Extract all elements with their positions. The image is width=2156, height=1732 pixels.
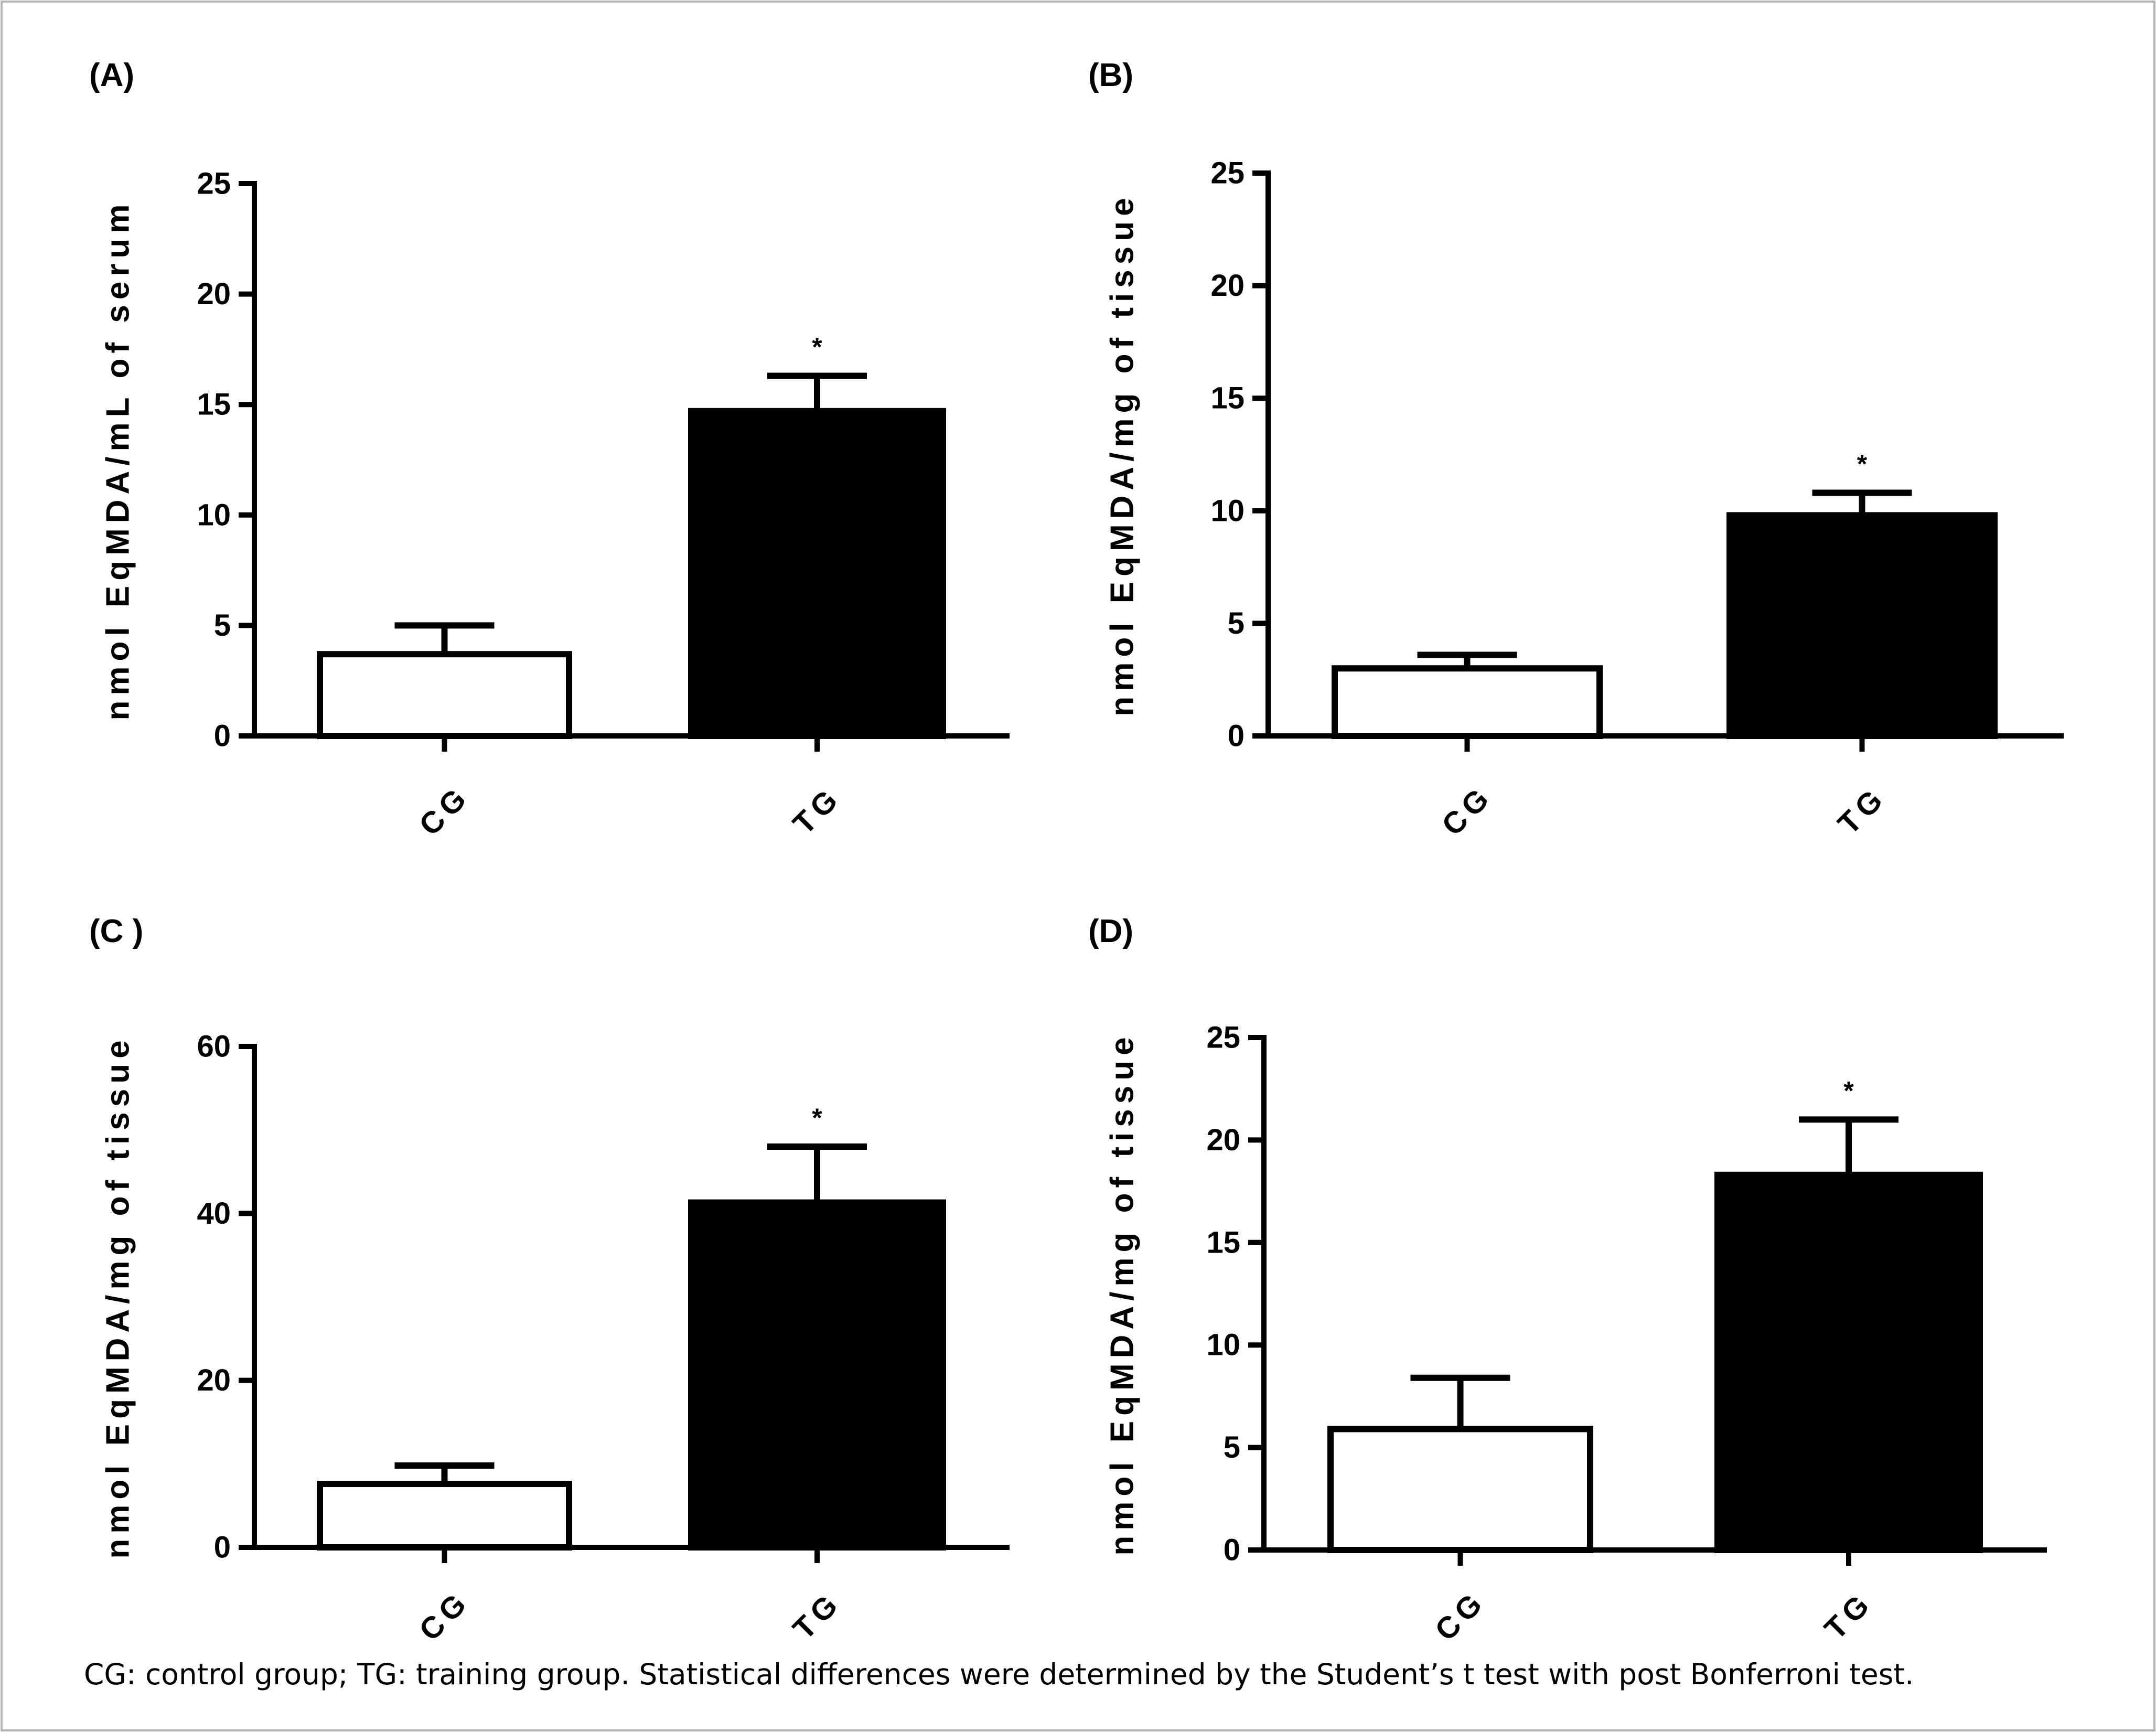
significance-marker: * (1857, 449, 1868, 478)
bar-cg (1332, 665, 1603, 739)
x-tick-label: TG (786, 1585, 848, 1646)
bar-tg (688, 408, 946, 739)
y-tick-label: 15 (197, 388, 231, 422)
x-tick-label: TG (1831, 779, 1893, 841)
y-axis-title: nmol EqMDA/mg of tissue (100, 1035, 136, 1558)
panel-label: (B) (1088, 57, 1133, 93)
y-tick-label: 20 (197, 1363, 231, 1397)
chart-panel-a: (A) 0 5 10 15 20 25 nmol EqMDA/mL of serum CG TG * (89, 57, 1010, 842)
y-tick-label: 25 (1210, 156, 1245, 190)
figure-caption: CG: control group; TG: training group. S… (84, 1658, 1914, 1691)
y-tick-label: 15 (1206, 1225, 1240, 1259)
y-tick-label: 60 (197, 1030, 231, 1064)
y-tick-label: 20 (1206, 1123, 1240, 1157)
y-tick-label: 0 (1224, 1533, 1240, 1567)
bar-cg (317, 1481, 572, 1551)
panels: (A) 0 5 10 15 20 25 nmol EqMDA/mL of serum CG TG *… (89, 57, 2064, 1648)
x-tick-label: TG (1818, 1585, 1879, 1646)
bar-cg (317, 651, 572, 739)
x-tick-label: CG (413, 1584, 477, 1648)
significance-marker: * (812, 1103, 822, 1132)
panel-label: (D) (1088, 913, 1133, 949)
y-tick-label: 0 (214, 1531, 231, 1565)
y-tick-label: 5 (214, 608, 231, 643)
y-tick-label: 20 (197, 277, 231, 311)
chart-panel-c: (C ) 0 20 40 60 nmol EqMDA/mg of tissue CG TG * (89, 913, 1010, 1648)
y-tick-label: 0 (1228, 719, 1245, 753)
y-tick-label: 25 (197, 167, 231, 201)
panel-label: (A) (89, 57, 134, 93)
y-axis-title: nmol EqMDA/mL of serum (100, 199, 136, 721)
bar-tg (1714, 1171, 1983, 1553)
y-tick-label: 5 (1224, 1430, 1240, 1464)
y-tick-label: 10 (1206, 1328, 1240, 1362)
bar-tg (1726, 512, 1998, 739)
chart-panel-b: (B) 0 5 10 15 20 25 nmol EqMDA/mg of tissue CG TG… (1088, 57, 2064, 842)
x-tick-label: CG (1435, 778, 1499, 842)
bar-tg (688, 1199, 946, 1551)
y-tick-label: 5 (1228, 606, 1245, 640)
x-tick-label: TG (786, 779, 848, 841)
y-tick-label: 40 (197, 1196, 231, 1231)
x-tick-label: CG (413, 778, 477, 842)
y-tick-label: 0 (214, 719, 231, 753)
y-axis-title: nmol EqMDA/mg of tissue (1104, 193, 1141, 716)
y-tick-label: 20 (1210, 269, 1245, 303)
y-axis-title: nmol EqMDA/mg of tissue (1104, 1032, 1141, 1555)
significance-marker: * (812, 332, 822, 361)
x-tick-label: CG (1429, 1584, 1493, 1648)
panel-label: (C ) (89, 913, 143, 949)
y-tick-label: 25 (1206, 1021, 1240, 1055)
y-tick-label: 10 (1210, 494, 1245, 528)
significance-marker: * (1843, 1076, 1854, 1105)
y-tick-label: 10 (197, 498, 231, 532)
bar-cg (1327, 1426, 1593, 1553)
y-tick-label: 15 (1210, 381, 1245, 415)
chart-panel-d: (D) 0 5 10 15 20 25 nmol EqMDA/mg of tissue CG TG… (1088, 913, 2047, 1648)
